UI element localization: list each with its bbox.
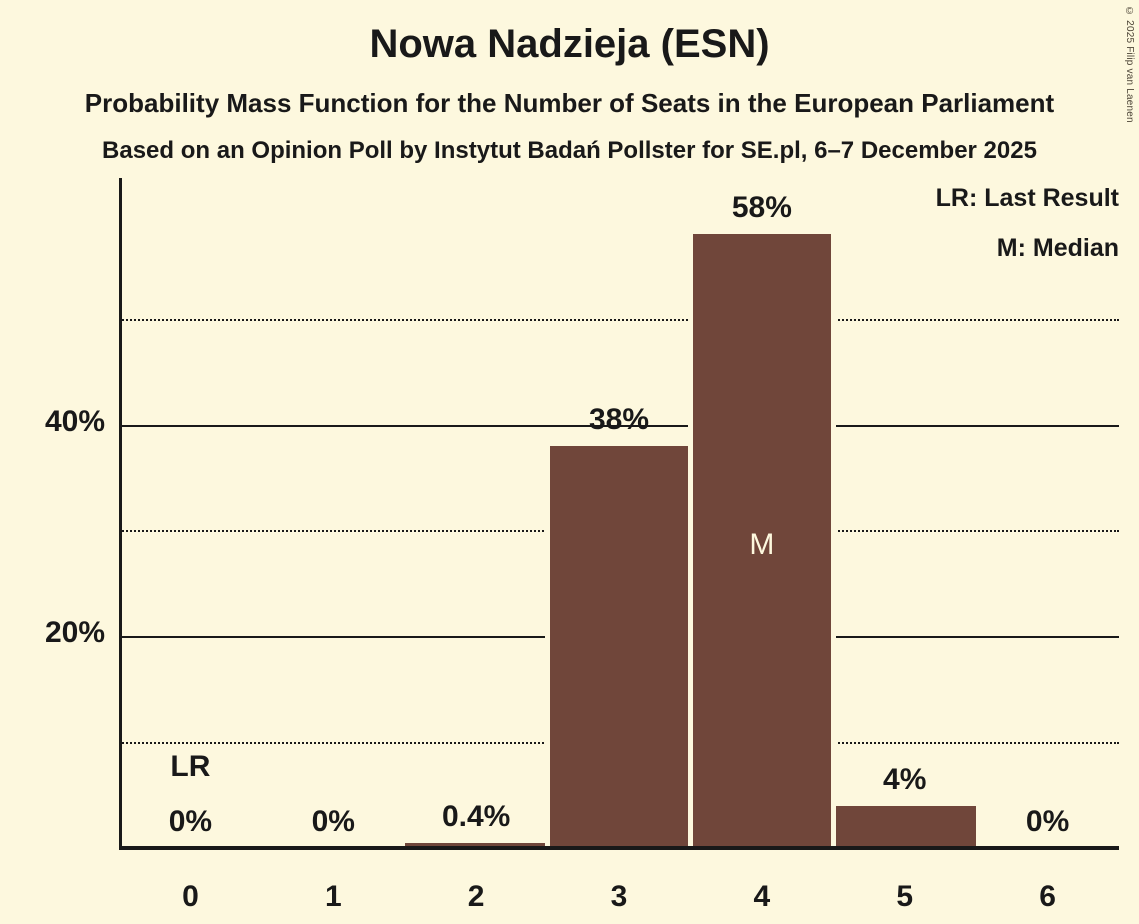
legend-median: M: Median: [996, 234, 1119, 262]
bar-5: [833, 805, 977, 848]
x-tick-0: 0: [182, 880, 199, 913]
gridline-40: [119, 424, 1119, 427]
bar-separator-5: [830, 234, 836, 848]
last-result-marker: LR: [170, 750, 211, 783]
x-axis-line: [119, 846, 1119, 850]
median-marker: M: [749, 528, 775, 562]
value-label-2: 0.4%: [441, 800, 511, 833]
value-label-0: 0%: [168, 805, 213, 838]
gridline-50: [119, 318, 1119, 321]
chart-title: Nowa Nadzieja (ESN): [369, 22, 770, 66]
copyright-notice: © 2025 Filip van Laenen: [1124, 6, 1135, 123]
chart-source-note: Based on an Opinion Poll by Instytut Bad…: [102, 137, 1037, 164]
bar-separator-3: [545, 445, 551, 848]
value-label-5: 4%: [883, 762, 927, 796]
legend-last-result: LR: Last Result: [935, 184, 1119, 212]
bar-4: [690, 234, 834, 848]
y-tick-40: 40%: [44, 404, 105, 438]
chart-subtitle: Probability Mass Function for the Number…: [84, 88, 1055, 118]
y-axis-line: [119, 178, 122, 849]
value-label-3: 38%: [588, 402, 650, 436]
value-label-1: 0%: [311, 805, 355, 838]
bar-3: [547, 445, 691, 848]
x-tick-4: 4: [753, 880, 771, 913]
x-tick-3: 3: [610, 880, 628, 913]
bar-separator-4: [687, 234, 693, 848]
x-tick-1: 1: [324, 880, 342, 913]
x-tick-2: 2: [467, 880, 485, 913]
value-label-4: 58%: [731, 191, 792, 225]
plot-area: [119, 178, 1119, 850]
x-tick-6: 6: [1039, 880, 1056, 913]
x-tick-5: 5: [896, 880, 914, 913]
y-tick-20: 20%: [44, 616, 105, 650]
value-label-6: 0%: [1025, 805, 1070, 838]
bar-2: [404, 843, 548, 848]
